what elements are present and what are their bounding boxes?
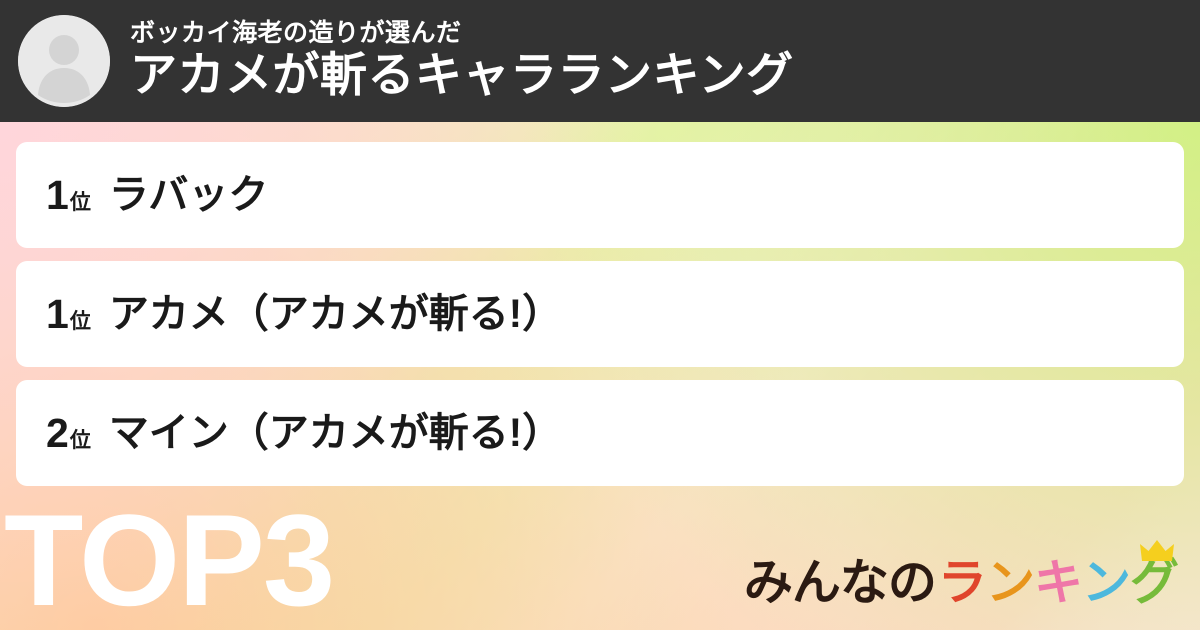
logo-char: ラ — [937, 556, 987, 610]
entry-name: ラバック — [108, 173, 269, 217]
avatar — [18, 15, 110, 107]
logo-char: ン — [1081, 556, 1131, 610]
logo-char: ン — [985, 556, 1035, 610]
header-text-group: ボッカイ海老の造りが選んだ アカメが斬るキャラランキング — [130, 19, 794, 104]
logo-char: の — [887, 556, 937, 610]
logo-char: ん — [791, 556, 841, 610]
entry-name: アカメ（アカメが斬る!） — [108, 292, 563, 336]
logo-char: キ — [1033, 556, 1083, 610]
rank-number: 2 — [46, 409, 69, 456]
rank-number: 1 — [46, 290, 69, 337]
page-title: アカメが斬るキャラランキング — [130, 47, 794, 101]
header-subtitle: ボッカイ海老の造りが選んだ — [130, 18, 462, 47]
logo-dark-segment: みんなの — [743, 556, 937, 610]
rank-unit: 位 — [69, 190, 91, 214]
default-user-avatar-icon — [18, 15, 110, 107]
crown-icon — [1140, 540, 1174, 561]
rank-number: 1 — [46, 171, 69, 218]
logo-char: な — [839, 556, 889, 610]
logo-char: グ — [1129, 556, 1179, 610]
top3-watermark: TOP3 — [4, 487, 335, 630]
rank-unit: 位 — [69, 309, 91, 333]
entry-name: マイン（アカメが斬る!） — [108, 411, 563, 455]
logo-char: み — [743, 556, 793, 610]
minna-no-ranking-logo[interactable]: みんなの ランキング — [743, 540, 1179, 610]
rank-unit: 位 — [69, 428, 91, 452]
logo-color-segment: ランキング — [937, 540, 1179, 610]
header-bar: ボッカイ海老の造りが選んだ アカメが斬るキャラランキング — [0, 0, 1200, 122]
